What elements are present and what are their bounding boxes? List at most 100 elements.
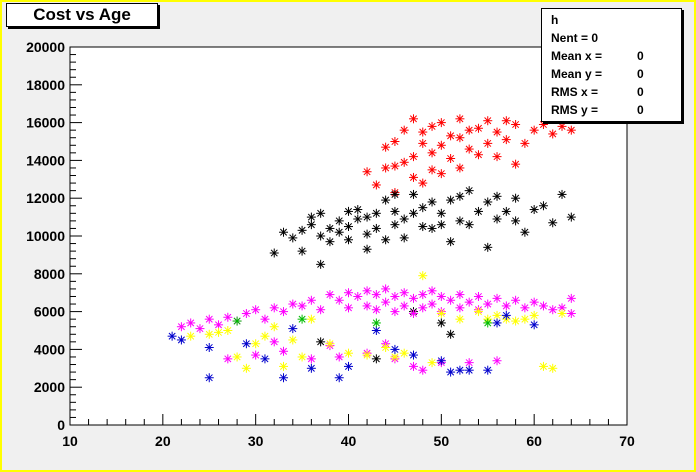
data-point bbox=[297, 246, 307, 256]
data-point bbox=[418, 138, 428, 148]
data-point bbox=[427, 223, 437, 233]
x-tick-label: 20 bbox=[155, 433, 171, 449]
data-point bbox=[371, 223, 381, 233]
data-point bbox=[566, 125, 576, 135]
data-point bbox=[381, 343, 391, 353]
data-point bbox=[269, 322, 279, 332]
data-point bbox=[529, 297, 539, 307]
data-point bbox=[446, 131, 456, 141]
x-tick-label: 70 bbox=[619, 433, 635, 449]
x-tick-label: 40 bbox=[341, 433, 357, 449]
y-tick-label: 0 bbox=[57, 417, 65, 433]
data-point bbox=[520, 227, 530, 237]
data-point bbox=[464, 125, 474, 135]
data-point bbox=[455, 365, 465, 375]
y-tick-label: 18000 bbox=[26, 77, 65, 93]
data-point bbox=[260, 331, 270, 341]
data-point bbox=[473, 307, 483, 317]
data-point bbox=[520, 314, 530, 324]
y-tick-label: 10000 bbox=[26, 228, 65, 244]
data-point bbox=[195, 324, 205, 334]
data-point bbox=[390, 291, 400, 301]
data-point bbox=[436, 308, 446, 318]
data-point bbox=[501, 206, 511, 216]
y-tick-label: 2000 bbox=[34, 379, 65, 395]
x-tick-label: 10 bbox=[62, 433, 78, 449]
data-point bbox=[418, 178, 428, 188]
data-point bbox=[390, 189, 400, 199]
y-tick-label: 4000 bbox=[34, 341, 65, 357]
data-point bbox=[520, 138, 530, 148]
data-point bbox=[464, 144, 474, 154]
chart-title: Cost vs Age bbox=[6, 3, 158, 27]
data-point bbox=[408, 361, 418, 371]
data-point bbox=[176, 335, 186, 345]
data-point bbox=[288, 299, 298, 309]
data-point bbox=[279, 373, 289, 383]
data-point bbox=[269, 303, 279, 313]
y-tick-label: 6000 bbox=[34, 304, 65, 320]
data-point bbox=[427, 299, 437, 309]
data-point bbox=[455, 133, 465, 143]
data-point bbox=[371, 290, 381, 300]
data-point bbox=[214, 320, 224, 330]
data-point bbox=[344, 235, 353, 245]
data-point bbox=[390, 352, 400, 362]
y-tick-label: 8000 bbox=[34, 266, 65, 282]
data-point bbox=[223, 312, 233, 322]
stats-row-mean-y: Mean y = 0 bbox=[551, 67, 676, 82]
data-point bbox=[399, 214, 409, 224]
data-point bbox=[279, 227, 289, 237]
data-point bbox=[334, 352, 344, 362]
data-point bbox=[455, 114, 465, 124]
x-tick-label: 60 bbox=[526, 433, 542, 449]
data-point bbox=[371, 180, 381, 190]
data-point bbox=[316, 305, 326, 315]
data-point bbox=[548, 218, 558, 228]
data-point bbox=[390, 307, 400, 317]
data-point bbox=[473, 123, 483, 133]
data-point bbox=[186, 318, 196, 328]
data-point bbox=[279, 307, 289, 317]
stats-value: 0 bbox=[637, 49, 644, 63]
data-point bbox=[399, 288, 409, 298]
data-point bbox=[427, 286, 437, 296]
data-point bbox=[390, 161, 400, 171]
data-point bbox=[390, 206, 400, 216]
data-point bbox=[492, 310, 502, 320]
data-point bbox=[241, 308, 251, 318]
data-point bbox=[446, 237, 456, 247]
data-point bbox=[381, 142, 391, 152]
data-point bbox=[344, 206, 353, 216]
data-point bbox=[176, 322, 186, 332]
data-point bbox=[446, 154, 456, 164]
stats-row-rms-x: RMS x = 0 bbox=[551, 85, 676, 100]
data-point bbox=[483, 299, 493, 309]
stats-row-nent: Nent = 0 bbox=[551, 31, 676, 46]
data-point bbox=[260, 314, 270, 324]
data-point bbox=[408, 308, 418, 318]
stats-label: Mean y = bbox=[551, 67, 603, 81]
data-point bbox=[427, 121, 437, 131]
data-point bbox=[399, 301, 409, 311]
data-point bbox=[362, 167, 372, 177]
stats-value: 0 bbox=[637, 103, 644, 117]
data-point bbox=[288, 324, 298, 334]
data-point bbox=[260, 354, 270, 364]
data-point bbox=[511, 216, 521, 226]
data-point bbox=[251, 305, 261, 315]
data-point bbox=[325, 290, 335, 300]
data-point bbox=[167, 331, 177, 341]
data-point bbox=[455, 290, 465, 300]
data-point bbox=[492, 214, 502, 224]
data-point bbox=[501, 135, 511, 145]
data-point bbox=[316, 259, 326, 269]
data-point bbox=[436, 356, 446, 366]
data-point bbox=[408, 172, 418, 182]
data-point bbox=[473, 206, 483, 216]
data-point bbox=[279, 361, 289, 371]
data-point bbox=[306, 354, 316, 364]
y-tick-label: 20000 bbox=[26, 39, 65, 55]
data-point bbox=[381, 297, 391, 307]
